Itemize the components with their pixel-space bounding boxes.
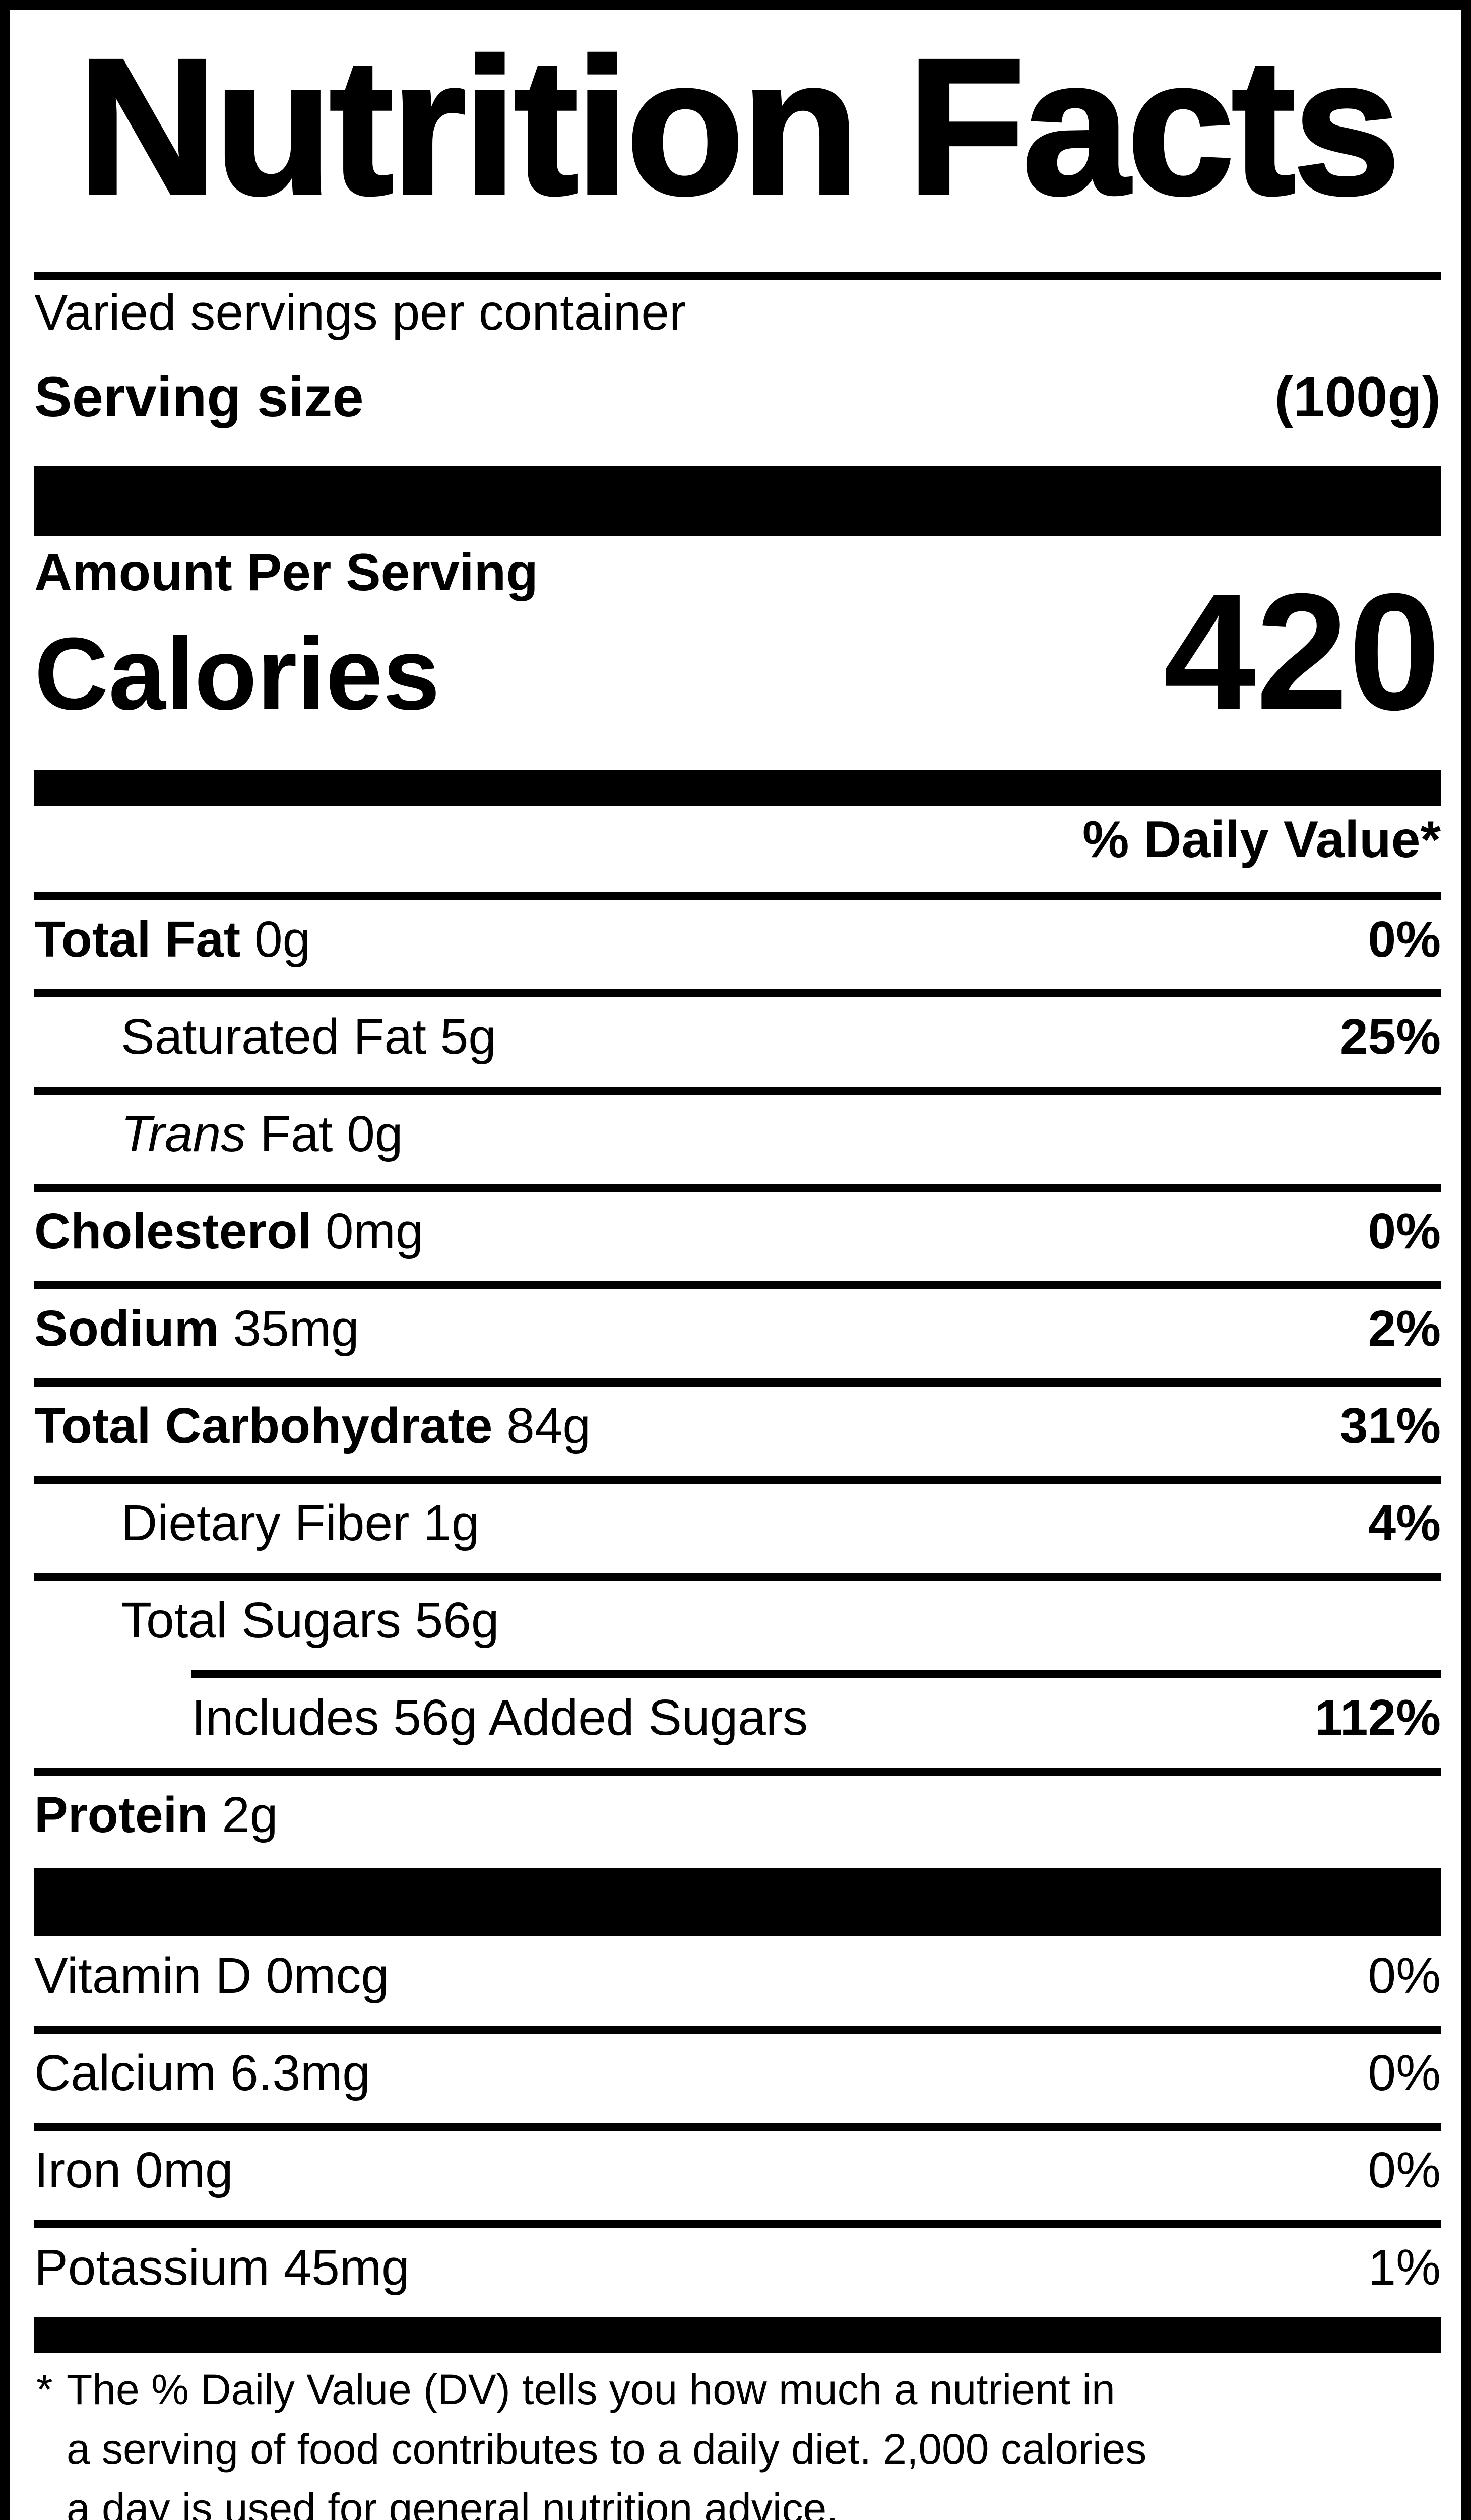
daily-value-percent: 1% xyxy=(1368,2239,1441,2296)
serving-size-label: Serving size xyxy=(34,365,364,428)
daily-value-header: % Daily Value* xyxy=(1082,810,1441,869)
nutrient-name: Dietary Fiber 1g xyxy=(121,1495,480,1551)
divider-rule xyxy=(34,2123,1441,2131)
nutrient-row-sodium: Sodium 35mg 2% xyxy=(34,1289,1441,1378)
servings-per-container: Varied servings per container xyxy=(34,284,686,341)
nutrient-name: Total Carbohydrate 84g xyxy=(34,1398,591,1454)
serving-size-value: (100g) xyxy=(1274,365,1441,428)
nutrient-name: Sodium 35mg xyxy=(34,1300,359,1357)
vitamin-row-vitamin-d: Vitamin D 0mcg 0% xyxy=(34,1936,1441,2026)
footnote-line: The % Daily Value (DV) tells you how muc… xyxy=(67,2366,1115,2413)
thick-divider-bar xyxy=(34,770,1441,806)
nutrient-name: Vitamin D 0mcg xyxy=(34,1947,389,2004)
divider-rule xyxy=(34,1378,1441,1387)
daily-value-percent: 2% xyxy=(1368,1300,1441,1357)
vitamin-row-calcium: Calcium 6.3mg 0% xyxy=(34,2034,1441,2123)
divider-rule xyxy=(34,989,1441,997)
divider-rule xyxy=(34,2220,1441,2228)
nutrient-row-added-sugars: Includes 56g Added Sugars 112% xyxy=(34,1678,1441,1768)
calories-label: Calories xyxy=(34,616,440,731)
thick-divider-bar xyxy=(34,1868,1441,1936)
nutrient-name: Cholesterol 0mg xyxy=(34,1203,424,1259)
divider-rule xyxy=(34,1768,1441,1776)
serving-size-row: Serving size (100g) xyxy=(34,363,1441,431)
vitamin-row-iron: Iron 0mg 0% xyxy=(34,2131,1441,2220)
divider-rule xyxy=(34,1573,1441,1581)
divider-rule xyxy=(34,892,1441,900)
calories-value: 420 xyxy=(1163,558,1441,744)
nutrient-name: Iron 0mg xyxy=(34,2142,233,2198)
nutrient-row-total-sugars: Total Sugars 56g xyxy=(34,1581,1441,1670)
divider-rule xyxy=(34,272,1441,280)
nutrient-name: Protein 2g xyxy=(34,1787,278,1843)
divider-rule-indented xyxy=(191,1670,1441,1678)
daily-value-percent: 0% xyxy=(1368,1947,1441,2004)
daily-value-percent: 0% xyxy=(1368,2142,1441,2198)
divider-rule xyxy=(34,1281,1441,1289)
nutrient-name: Saturated Fat 5g xyxy=(121,1009,496,1065)
daily-value-percent: 0% xyxy=(1368,2045,1441,2101)
calories-row: Calories 420 xyxy=(34,569,1441,735)
daily-value-percent: 0% xyxy=(1368,911,1441,968)
footnote-line: a day is used for general nutrition advi… xyxy=(67,2485,839,2520)
daily-value-percent: 31% xyxy=(1339,1398,1441,1454)
nutrient-row-trans-fat: Trans Fat 0g xyxy=(34,1095,1441,1184)
daily-value-percent: 0% xyxy=(1368,1203,1441,1259)
divider-rule xyxy=(34,1087,1441,1095)
amount-per-serving-label: Amount Per Serving xyxy=(34,543,538,602)
nutrient-row-total-fat: Total Fat 0g 0% xyxy=(34,900,1441,989)
daily-value-footnote: * The % Daily Value (DV) tells you how m… xyxy=(34,2360,1441,2520)
daily-value-percent: 112% xyxy=(1314,1689,1441,1746)
nutrient-name: Total Sugars 56g xyxy=(121,1592,499,1649)
nutrient-name: Total Fat 0g xyxy=(34,911,311,968)
daily-value-percent: 4% xyxy=(1368,1495,1441,1551)
nutrient-row-total-carbohydrate: Total Carbohydrate 84g 31% xyxy=(34,1387,1441,1476)
nutrient-row-dietary-fiber: Dietary Fiber 1g 4% xyxy=(34,1484,1441,1573)
nutrient-name: Potassium 45mg xyxy=(34,2239,410,2296)
thick-divider-bar xyxy=(34,2317,1441,2353)
thick-divider-bar xyxy=(34,466,1441,536)
vitamin-row-potassium: Potassium 45mg 1% xyxy=(34,2228,1441,2317)
nutrient-name: Trans Fat 0g xyxy=(121,1106,403,1162)
nutrient-row-saturated-fat: Saturated Fat 5g 25% xyxy=(34,997,1441,1087)
footnote-asterisk: * xyxy=(36,2366,53,2413)
nutrient-name: Includes 56g Added Sugars xyxy=(191,1689,808,1746)
nutrient-row-cholesterol: Cholesterol 0mg 0% xyxy=(34,1192,1441,1281)
divider-rule xyxy=(34,1184,1441,1192)
footnote-line: a serving of food contributes to a daily… xyxy=(67,2425,1147,2473)
divider-rule xyxy=(34,2026,1441,2034)
daily-value-percent: 25% xyxy=(1339,1009,1441,1065)
divider-rule xyxy=(34,1476,1441,1484)
nutrient-row-protein: Protein 2g xyxy=(34,1776,1441,1865)
nutrient-name: Calcium 6.3mg xyxy=(34,2045,370,2101)
label-title: Nutrition Facts xyxy=(76,19,1402,235)
